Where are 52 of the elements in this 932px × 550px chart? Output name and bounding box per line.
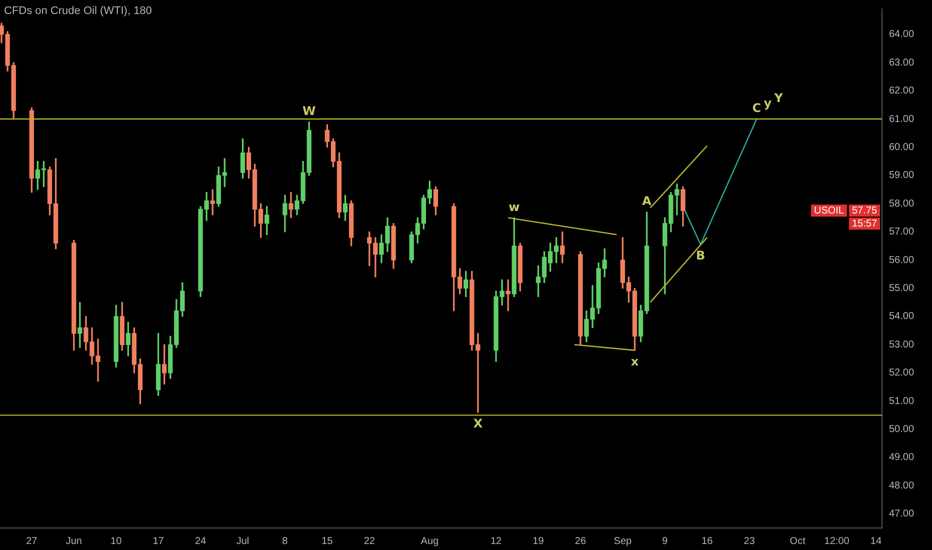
- x-tick-label: 24: [194, 536, 207, 547]
- annotation: W: [302, 104, 316, 118]
- annotation: Y: [773, 91, 784, 106]
- candlestick: [288, 192, 294, 218]
- x-tick-label: Jul: [236, 536, 250, 547]
- y-tick-label: 60.00: [889, 142, 914, 153]
- y-tick-label: 63.00: [889, 57, 914, 68]
- annotation: x: [630, 354, 639, 368]
- x-tick-label: Jun: [66, 536, 82, 547]
- annotation: USOIL: [814, 205, 844, 216]
- annotation: A: [642, 194, 652, 208]
- y-tick-label: 64.00: [889, 29, 914, 40]
- y-tick-label: 51.00: [889, 396, 914, 407]
- y-tick-label: 62.00: [889, 86, 914, 97]
- x-tick-label: Oct: [790, 536, 806, 547]
- x-tick-label: 8: [282, 536, 288, 547]
- x-tick-label: 14: [870, 536, 882, 547]
- chart-title: CFDs on Crude Oil (WTI), 180: [4, 5, 152, 18]
- x-tick-label: Sep: [614, 536, 632, 547]
- y-tick-label: 53.00: [889, 339, 914, 350]
- y-tick-label: 47.00: [889, 508, 914, 520]
- x-tick-label: 12:00: [824, 536, 850, 547]
- y-tick-label: 61.00: [889, 114, 914, 125]
- y-tick-label: 57.00: [889, 226, 914, 238]
- x-tick-label: 15: [322, 536, 334, 547]
- annotation: w: [508, 200, 520, 214]
- x-tick-label: 26: [574, 536, 586, 547]
- annotation: 57.75: [852, 205, 878, 216]
- x-tick-label: 12: [490, 536, 502, 547]
- y-tick-label: 48.00: [889, 480, 914, 492]
- y-tick-label: 59.00: [889, 170, 914, 182]
- annotation: y: [764, 96, 772, 110]
- y-tick-label: 56.00: [889, 254, 914, 266]
- annotation: 15:57: [852, 218, 878, 230]
- annotation: C: [752, 101, 762, 116]
- x-tick-label: 17: [152, 536, 164, 547]
- annotation: X: [473, 416, 484, 430]
- y-tick-label: 55.00: [889, 282, 914, 294]
- y-tick-label: 54.00: [889, 311, 914, 322]
- y-tick-label: 52.00: [889, 368, 914, 379]
- x-tick-label: Aug: [420, 536, 439, 547]
- x-tick-label: 19: [532, 536, 544, 547]
- x-tick-label: 23: [744, 536, 756, 547]
- y-tick-label: 50.00: [889, 424, 914, 436]
- annotation: B: [696, 248, 706, 263]
- y-tick-label: 49.00: [889, 452, 914, 464]
- x-tick-label: 27: [26, 536, 38, 547]
- x-tick-label: 22: [364, 536, 376, 547]
- x-tick-label: 9: [662, 536, 668, 547]
- x-tick-label: 10: [110, 536, 122, 547]
- y-tick-label: 58.00: [889, 198, 914, 210]
- x-tick-label: 16: [702, 536, 714, 547]
